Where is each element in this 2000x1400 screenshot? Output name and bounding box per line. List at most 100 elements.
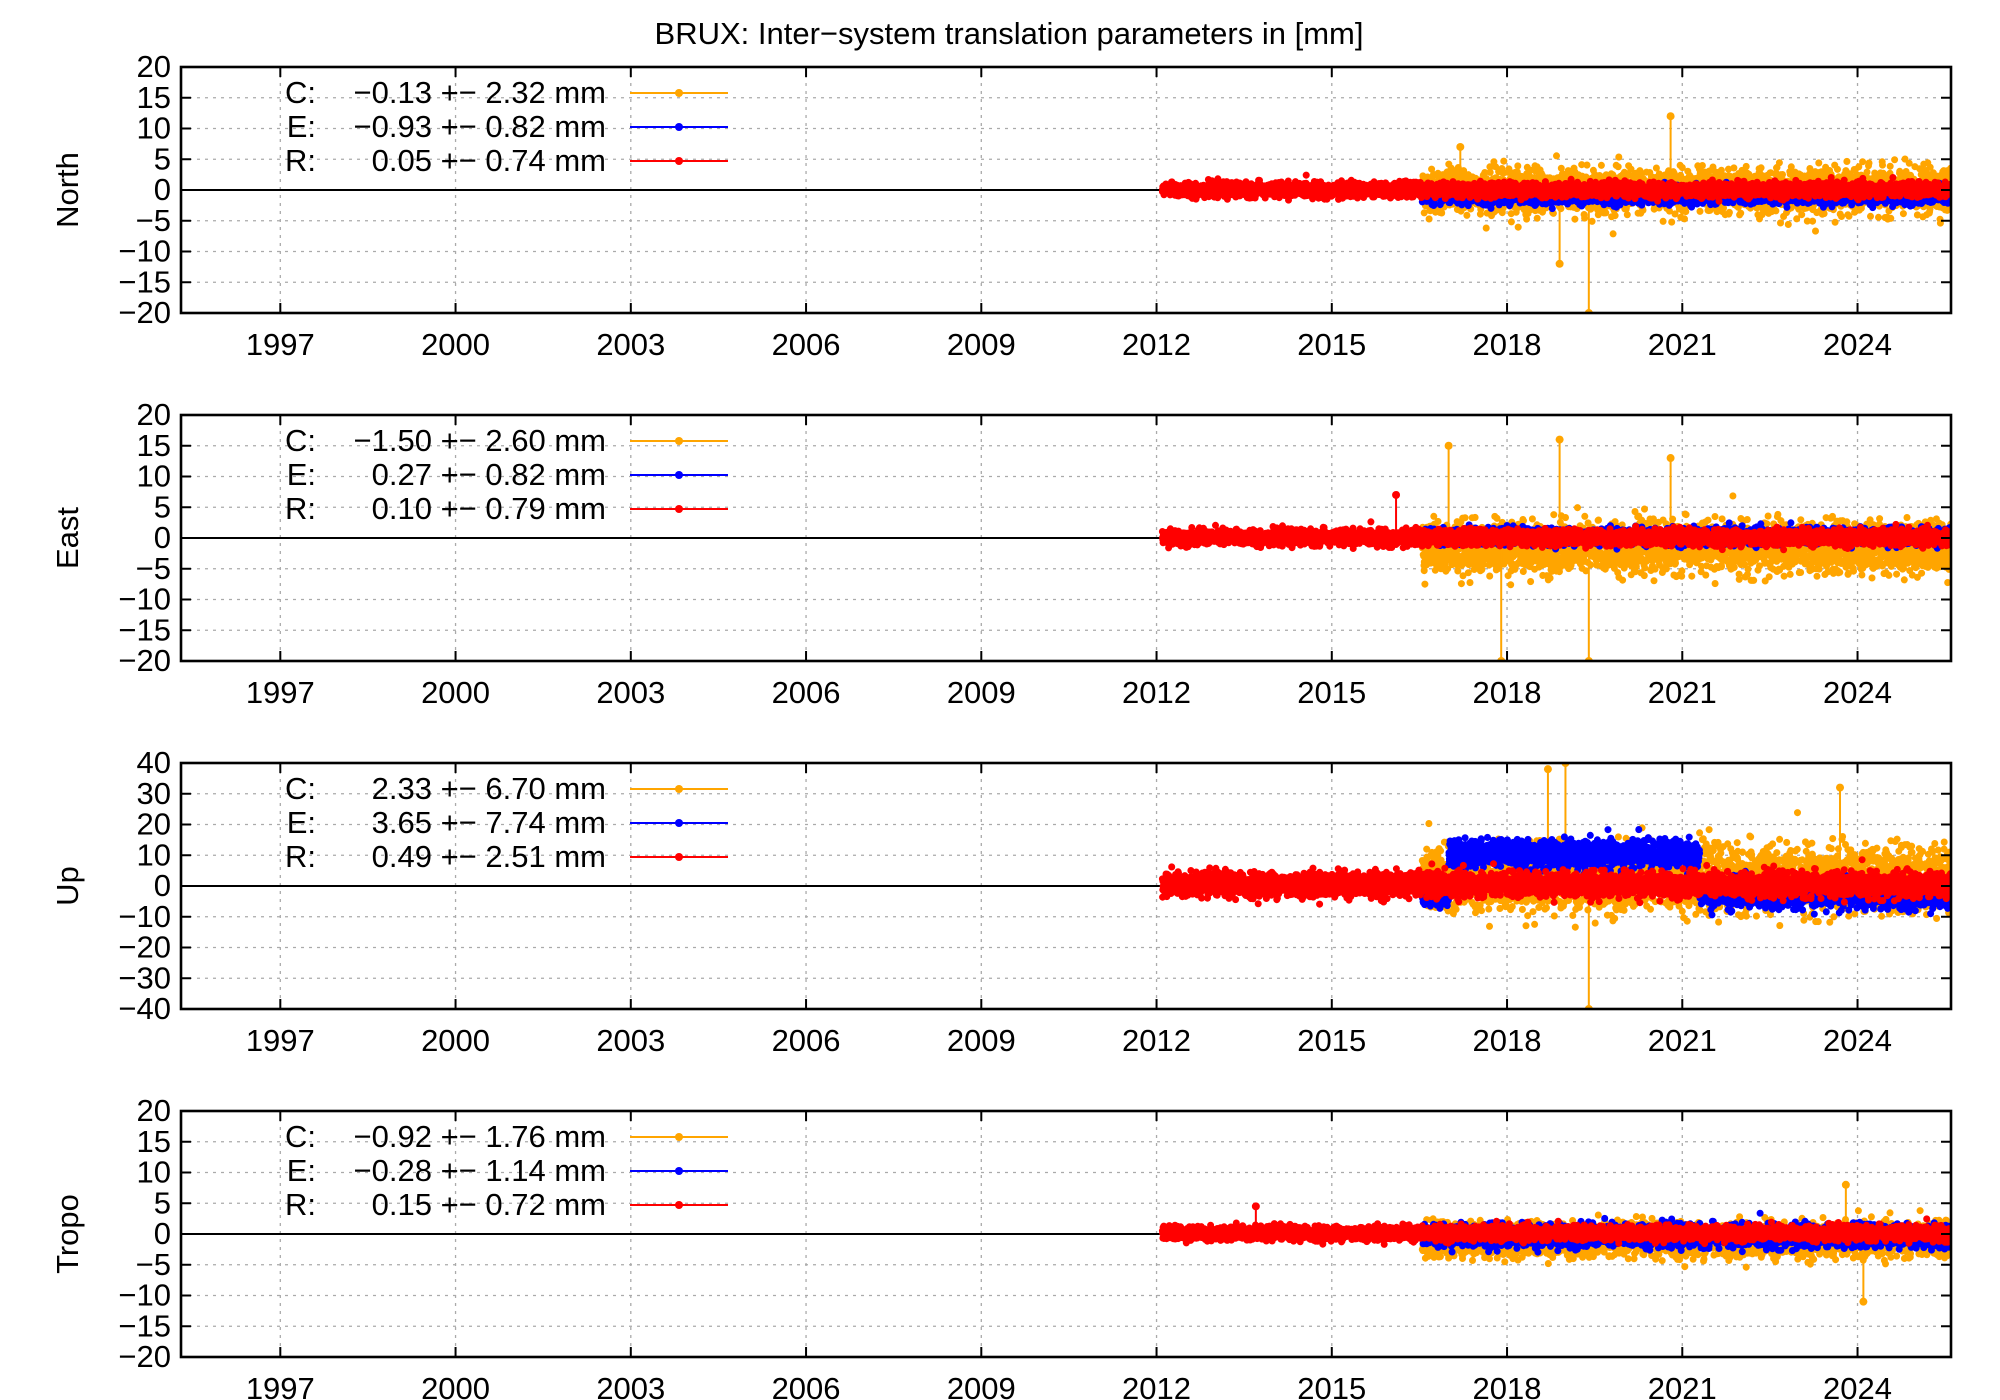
legend-name-E: E: [287,457,316,492]
x-tick-label: 2012 [1122,675,1191,710]
legend-name-C: C: [285,423,316,458]
legend-label-C: −0.92 +− 1.76 mm [354,1119,606,1154]
y-tick-label: 15 [137,80,171,115]
legend-swatch-point [675,785,683,793]
y-tick-label: −20 [118,1339,171,1374]
x-tick-label: 2021 [1648,1371,1717,1400]
spike-point [1859,1297,1868,1306]
x-tick-label: 2024 [1823,1371,1892,1400]
legend-name-R: R: [285,1187,316,1222]
legend-label-R: 0.05 +− 0.74 mm [372,143,606,178]
legend-name-C: C: [285,75,316,110]
legend-name-R: R: [285,839,316,874]
x-tick-label: 2003 [596,1023,665,1058]
data-layer [1158,112,1951,313]
x-tick-label: 2006 [772,1023,841,1058]
x-tick-label: 2003 [596,327,665,362]
legend-label-E: −0.28 +− 1.14 mm [354,1153,606,1188]
legend-swatch-point [675,505,683,513]
y-tick-label: 0 [154,1216,171,1251]
data-layer [1158,763,1951,1009]
x-tick-label: 2009 [947,1371,1016,1400]
y-tick-label: 10 [137,111,171,146]
x-tick-label: 2018 [1473,1371,1542,1400]
spike-point [1392,490,1401,499]
y-tick-label: 20 [137,1093,171,1128]
y-axis-label: Tropo [50,1194,85,1274]
legend-label-R: 0.15 +− 0.72 mm [372,1187,606,1222]
legend-label-R: 0.49 +− 2.51 mm [372,839,606,874]
legend-label-E: −0.93 +− 0.82 mm [354,109,606,144]
legend-swatch-point [675,819,683,827]
figure-title: BRUX: Inter−system translation parameter… [655,16,1364,51]
y-axis-label: East [50,507,85,569]
legend-name-E: E: [287,805,316,840]
x-tick-label: 1997 [246,675,315,710]
y-tick-label: −20 [118,643,171,678]
x-tick-label: 2021 [1648,1023,1717,1058]
x-tick-label: 2015 [1297,327,1366,362]
x-tick-label: 2018 [1473,327,1542,362]
y-tick-label: −20 [118,930,171,965]
legend-name-E: E: [287,109,316,144]
y-tick-label: 5 [154,141,171,176]
y-tick-label: 15 [137,428,171,463]
y-tick-label: −10 [118,1278,171,1313]
x-tick-label: 2006 [772,1371,841,1400]
x-tick-label: 2006 [772,327,841,362]
data-points-R [1158,856,1951,908]
x-tick-label: 2021 [1648,327,1717,362]
y-tick-label: −30 [118,960,171,995]
spike-point [1456,142,1465,151]
x-tick-label: 2012 [1122,1371,1191,1400]
x-tick-label: 2000 [421,1371,490,1400]
legend-swatch-point [675,1133,683,1141]
y-tick-label: 10 [137,837,171,872]
legend-name-C: C: [285,771,316,806]
spike-point [1543,765,1552,774]
x-tick-label: 2024 [1823,327,1892,362]
x-tick-label: 2015 [1297,675,1366,710]
x-tick-label: 1997 [246,1371,315,1400]
x-tick-label: 2000 [421,327,490,362]
y-tick-label: 40 [137,745,171,780]
legend-swatch-point [675,1167,683,1175]
y-tick-label: −15 [118,1308,171,1343]
x-tick-label: 1997 [246,327,315,362]
x-tick-label: 2012 [1122,327,1191,362]
spike-point [1555,435,1564,444]
legend-swatch-point [675,1201,683,1209]
y-tick-label: −40 [118,991,171,1026]
series-R [1158,171,1951,205]
legend-label-E: 0.27 +− 0.82 mm [372,457,606,492]
spike-point [1841,1180,1850,1189]
y-axis-label: North [50,152,85,228]
legend-label-C: −1.50 +− 2.60 mm [354,423,606,458]
y-tick-label: −5 [136,203,171,238]
series-R [1158,490,1951,554]
x-tick-label: 2009 [947,327,1016,362]
spike-point [1555,259,1564,268]
x-tick-label: 2003 [596,1371,665,1400]
y-tick-label: 5 [154,1185,171,1220]
y-tick-label: 0 [154,172,171,207]
y-tick-label: −5 [136,551,171,586]
y-tick-label: 30 [137,776,171,811]
legend-swatch-point [675,437,683,445]
data-points-R [1158,1215,1951,1248]
data-points-R [1158,171,1951,205]
x-tick-label: 2000 [421,675,490,710]
data-points-R [1158,518,1951,554]
x-tick-label: 2003 [596,675,665,710]
x-tick-label: 2009 [947,675,1016,710]
spike-point [1666,112,1675,121]
x-tick-label: 1997 [246,1023,315,1058]
legend-label-C: −0.13 +− 2.32 mm [354,75,606,110]
legend-swatch-point [675,471,683,479]
legend-swatch-point [675,853,683,861]
x-tick-label: 2006 [772,675,841,710]
